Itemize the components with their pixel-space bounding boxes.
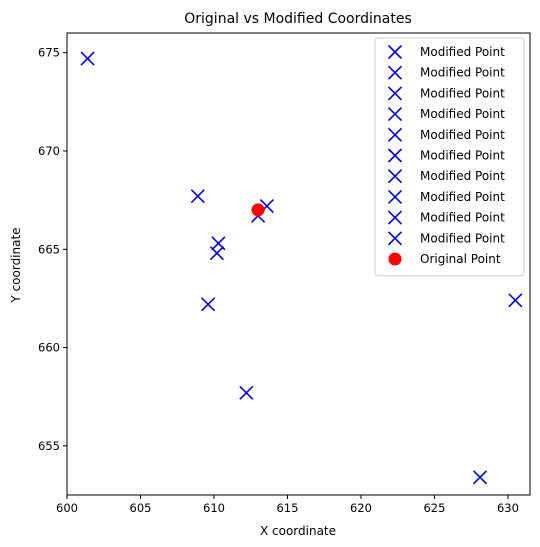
legend-x-marker: [387, 65, 403, 80]
plot-frame: [66, 32, 531, 496]
modified-point-marker: [472, 470, 488, 485]
chart-title: Original vs Modified Coordinates: [184, 11, 412, 27]
legend-x-marker: [387, 169, 403, 184]
legend-entry-label: Modified Point: [420, 149, 505, 163]
legend-x-marker: [387, 210, 403, 225]
legend-entry-label: Modified Point: [420, 128, 505, 142]
legend-entry-label: Modified Point: [420, 45, 505, 59]
plot-area: 600 605 610 615 620 625 630 655 660 665 670 675 Modi…: [38, 32, 531, 515]
legend-entry-label: Modified Point: [420, 169, 505, 183]
x-axis-label: X coordinate: [260, 524, 336, 538]
x-tick-label: 605: [130, 501, 152, 515]
modified-point-marker: [80, 51, 95, 66]
legend-x-marker: [387, 231, 403, 246]
legend-entry-label: Modified Point: [420, 231, 505, 245]
legend-entry-label: Modified Point: [420, 107, 505, 121]
legend-x-marker: [387, 189, 403, 204]
x-tick-label: 630: [497, 501, 519, 515]
x-tick-label: 610: [203, 501, 225, 515]
x-tick-label: 625: [423, 501, 445, 515]
legend-x-marker: [387, 107, 403, 122]
legend-box: [374, 37, 525, 277]
y-tick-label: 655: [38, 439, 60, 453]
legend-x-marker: [387, 86, 403, 101]
y-tick-label: 675: [38, 46, 60, 60]
modified-point-marker: [209, 246, 224, 261]
legend-entry-label: Modified Point: [420, 66, 505, 80]
x-tick-label: 615: [276, 501, 298, 515]
x-tick-label: 620: [350, 501, 372, 515]
legend-x-marker: [387, 148, 403, 163]
x-tick-label: 600: [56, 501, 78, 515]
y-tick-label: 660: [38, 341, 60, 355]
legend-entry-label: Modified Point: [420, 190, 505, 204]
original-point-marker: [251, 203, 265, 217]
modified-point-marker: [239, 385, 254, 400]
legend-entry-label: Modified Point: [420, 211, 505, 225]
legend-entry-label: Original Point: [420, 252, 501, 266]
legend-dot-marker: [388, 252, 402, 266]
legend-x-marker: [387, 127, 403, 142]
legend: Modified Point Modified Point Modified Poi…: [374, 37, 525, 277]
legend-x-marker: [387, 44, 403, 60]
y-tick-label: 665: [38, 242, 60, 256]
y-tick-label: 670: [38, 144, 60, 158]
y-axis-label: Y coordinate: [9, 227, 23, 303]
legend-entry-label: Modified Point: [420, 86, 505, 100]
modified-point-marker: [201, 297, 216, 312]
modified-point-marker: [190, 189, 205, 204]
modified-point-marker: [508, 293, 523, 308]
